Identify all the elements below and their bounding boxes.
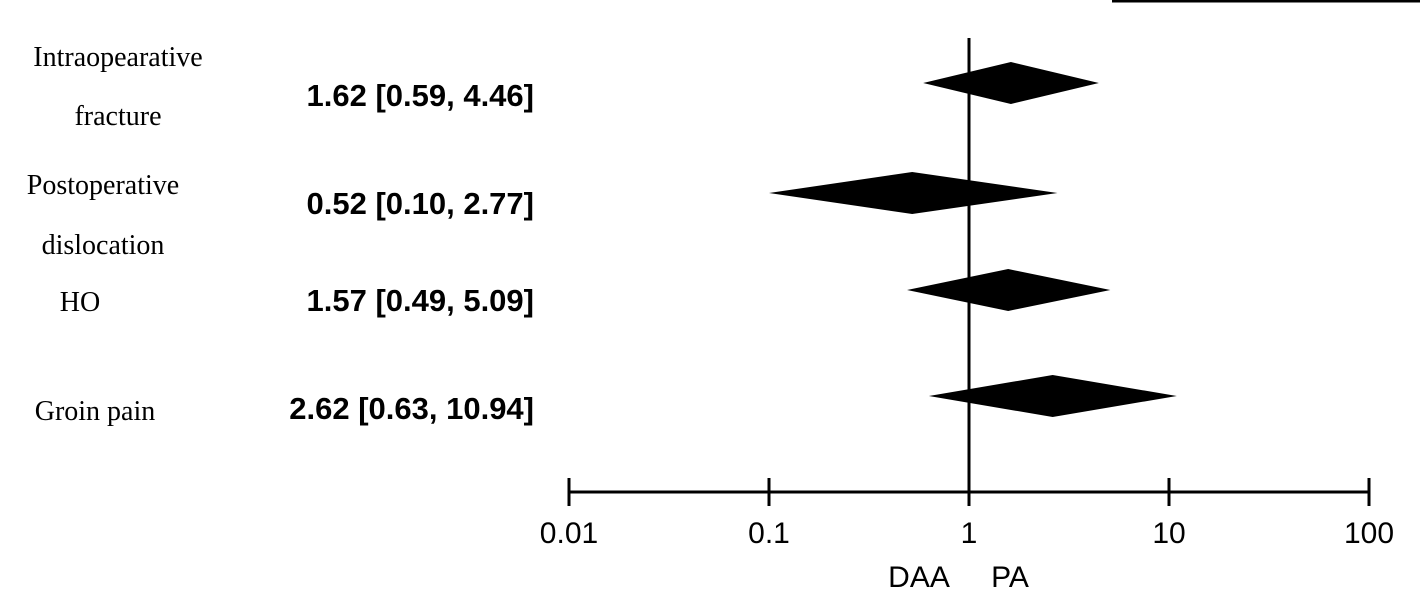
x-tick-label: 100 — [1344, 517, 1394, 550]
row-label: fracture — [74, 101, 161, 132]
effect-diamond — [928, 375, 1177, 417]
effect-diamond — [769, 172, 1058, 214]
row-label: Postoperative — [27, 170, 179, 201]
row-label: Intraopearative — [33, 42, 202, 73]
effect-estimate-text: 0.52 [0.10, 2.77] — [307, 186, 535, 221]
x-tick-label: 0.01 — [540, 517, 598, 550]
x-tick-label: 1 — [961, 517, 978, 550]
x-axis-label-left: DAA — [888, 561, 950, 590]
x-tick-label: 0.1 — [748, 517, 790, 550]
effect-estimate-text: 1.57 [0.49, 5.09] — [307, 283, 535, 318]
x-axis-ticks: 0.01 0.1 1 10 100 — [540, 478, 1394, 550]
rows: Intraopearative fracture 1.62 [0.59, 4.46]… — [27, 42, 1177, 427]
effect-diamond — [907, 269, 1111, 311]
row-label: dislocation — [42, 230, 165, 261]
effect-estimate-text: 2.62 [0.63, 10.94] — [289, 391, 534, 426]
effect-diamond — [923, 62, 1099, 104]
row-label: HO — [60, 287, 100, 318]
row-label: Groin pain — [35, 396, 156, 427]
forest-row: Postoperative dislocation 0.52 [0.10, 2.77… — [27, 170, 1058, 261]
x-tick-label: 10 — [1152, 517, 1185, 550]
forest-row: Intraopearative fracture 1.62 [0.59, 4.46] — [33, 42, 1099, 132]
x-axis-label-right: PA — [991, 561, 1029, 590]
forest-row: HO 1.57 [0.49, 5.09] — [60, 269, 1111, 318]
effect-estimate-text: 1.62 [0.59, 4.46] — [307, 78, 535, 113]
forest-row: Groin pain 2.62 [0.63, 10.94] — [35, 375, 1177, 427]
